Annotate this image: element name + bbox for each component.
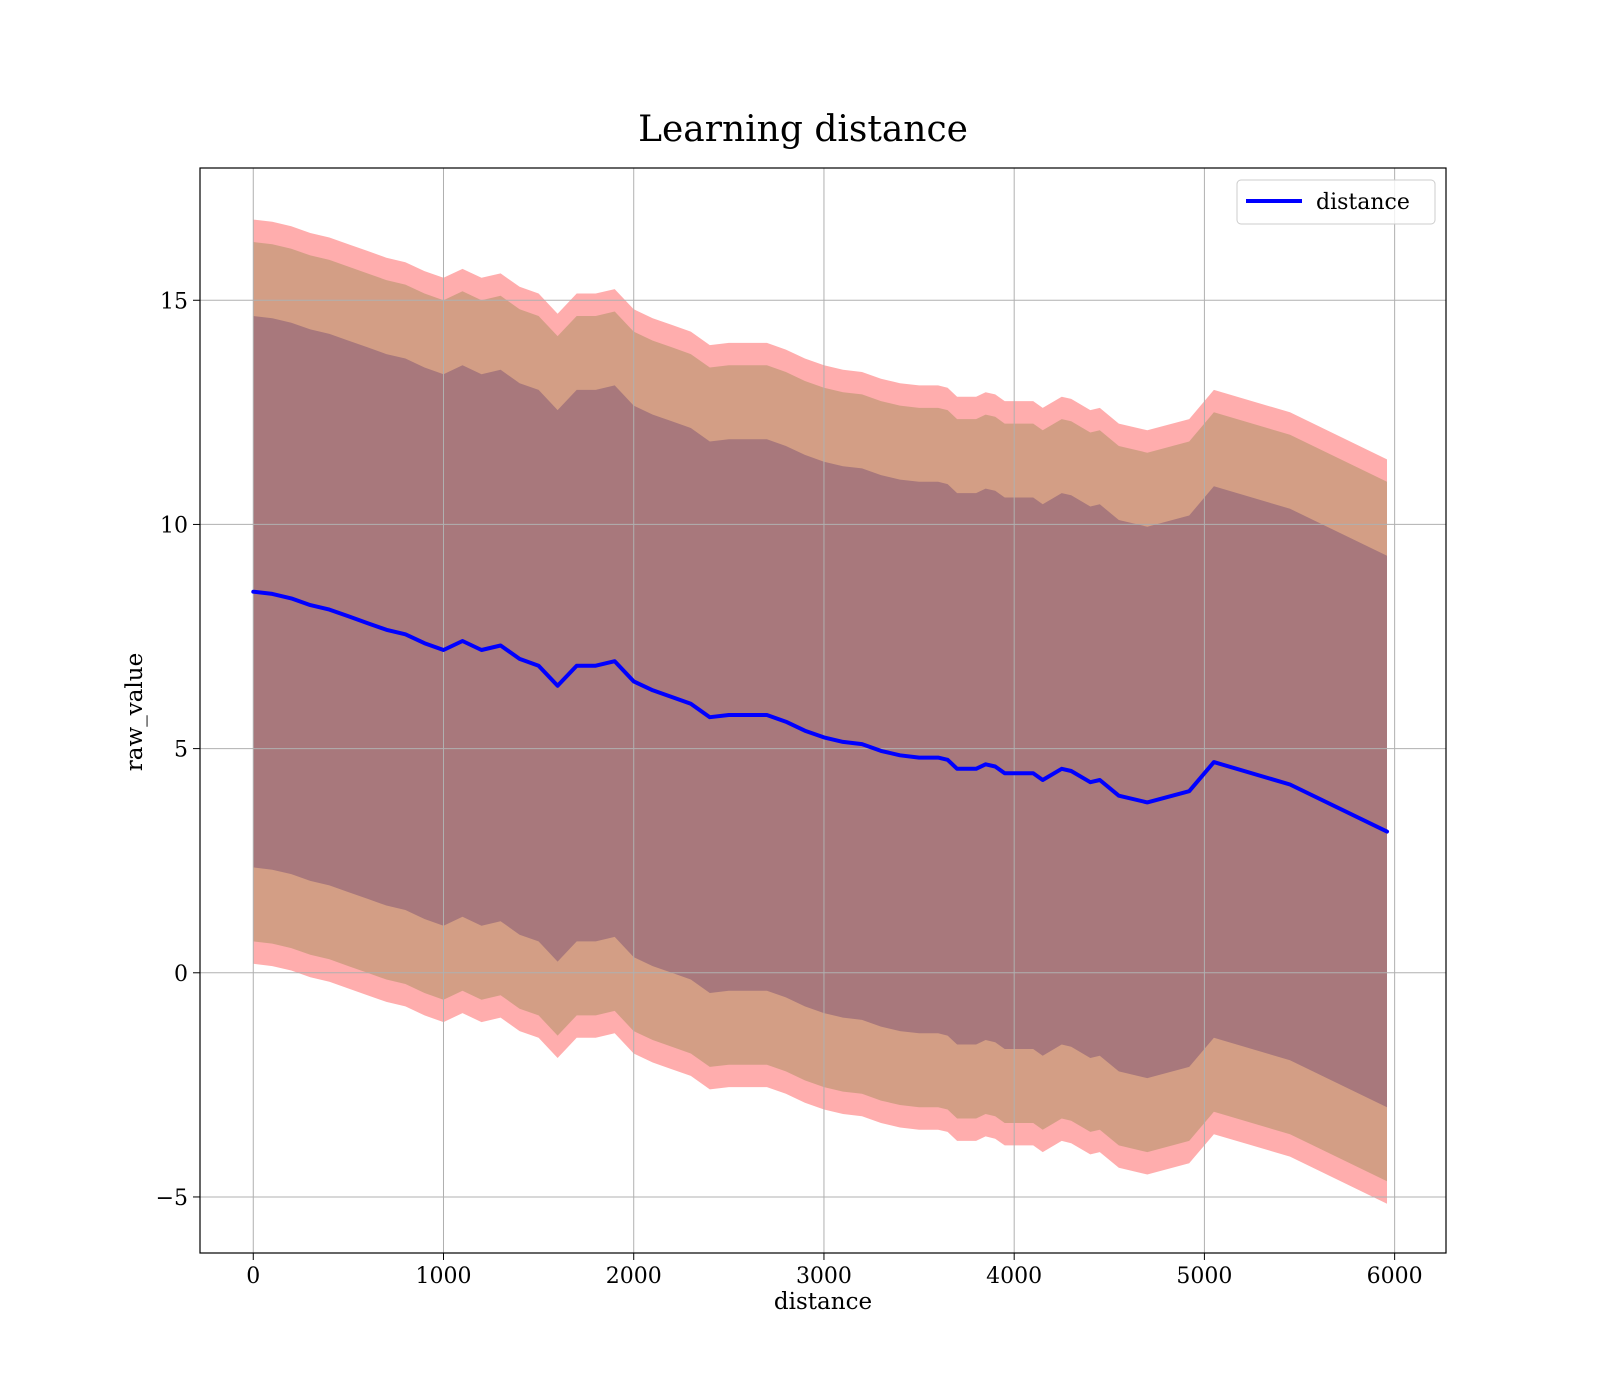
x-tick-label: 4000: [986, 1264, 1042, 1289]
y-tick-label: 5: [174, 738, 188, 763]
x-tick-label: 5000: [1176, 1264, 1232, 1289]
band-inner: [253, 316, 1387, 1108]
y-tick-label: 0: [174, 962, 188, 987]
axis-ticks: 0 1000 2000 3000 4000 5000 6000 −5 0 5 10 15: [156, 289, 1423, 1289]
confidence-bands: [253, 219, 1387, 1204]
x-tick-label: 0: [246, 1264, 260, 1289]
x-axis-label: distance: [774, 1289, 872, 1315]
legend-label-distance: distance: [1316, 190, 1410, 215]
plot-frame: [199, 167, 1447, 1254]
legend-box: [1236, 179, 1436, 225]
chart-title: Learning distance: [638, 109, 968, 150]
y-tick-label: −5: [156, 1186, 188, 1211]
grid: [200, 168, 1446, 1253]
x-tick-label: 3000: [796, 1264, 852, 1289]
y-tick-label: 10: [160, 513, 188, 538]
x-tick-label: 1000: [415, 1264, 471, 1289]
series-line-distance: [251, 589, 1389, 834]
x-tick-label: 6000: [1367, 1264, 1423, 1289]
y-tick-label: 15: [160, 289, 188, 314]
y-axis-label: raw_value: [122, 653, 148, 771]
x-tick-label: 2000: [606, 1264, 662, 1289]
legend: distance: [1236, 179, 1436, 225]
